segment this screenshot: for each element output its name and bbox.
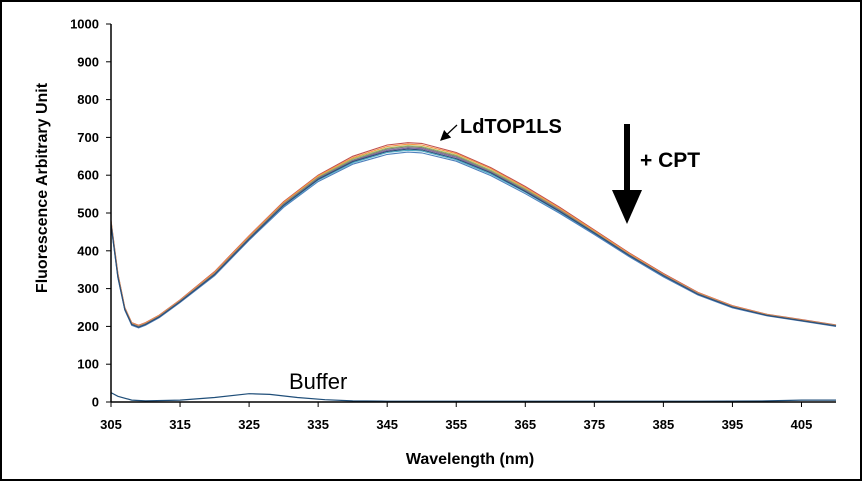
x-tick-label: 375 <box>583 417 605 432</box>
y-tick-label: 700 <box>77 130 99 145</box>
x-tick-label: 395 <box>722 417 744 432</box>
y-tick-label: 900 <box>77 54 99 69</box>
x-tick-label: 345 <box>376 417 398 432</box>
y-tick-label: 1000 <box>70 17 99 32</box>
x-tick-label: 325 <box>238 417 260 432</box>
x-tick-label: 365 <box>514 417 536 432</box>
y-tick-label: 0 <box>92 395 99 410</box>
y-tick-label: 800 <box>77 92 99 107</box>
y-tick-label: 400 <box>77 243 99 258</box>
y-axis-title: Fluorescence Arbitrary Unit <box>34 82 51 293</box>
x-tick-label: 315 <box>169 417 191 432</box>
sample-label: LdTOP1LS <box>460 116 562 138</box>
y-tick-label: 300 <box>77 281 99 296</box>
y-tick-label: 100 <box>77 357 99 372</box>
x-tick-label: 405 <box>791 417 813 432</box>
x-tick-label: 385 <box>653 417 675 432</box>
x-tick-label: 305 <box>100 417 122 432</box>
y-tick-label: 200 <box>77 319 99 334</box>
treatment-label: + CPT <box>640 149 700 172</box>
x-tick-label: 335 <box>307 417 329 432</box>
y-tick-label: 600 <box>77 168 99 183</box>
buffer-label: Buffer <box>289 369 347 394</box>
y-tick-label: 500 <box>77 206 99 221</box>
x-tick-label: 355 <box>445 417 467 432</box>
x-axis-title: Wavelength (nm) <box>406 451 534 468</box>
